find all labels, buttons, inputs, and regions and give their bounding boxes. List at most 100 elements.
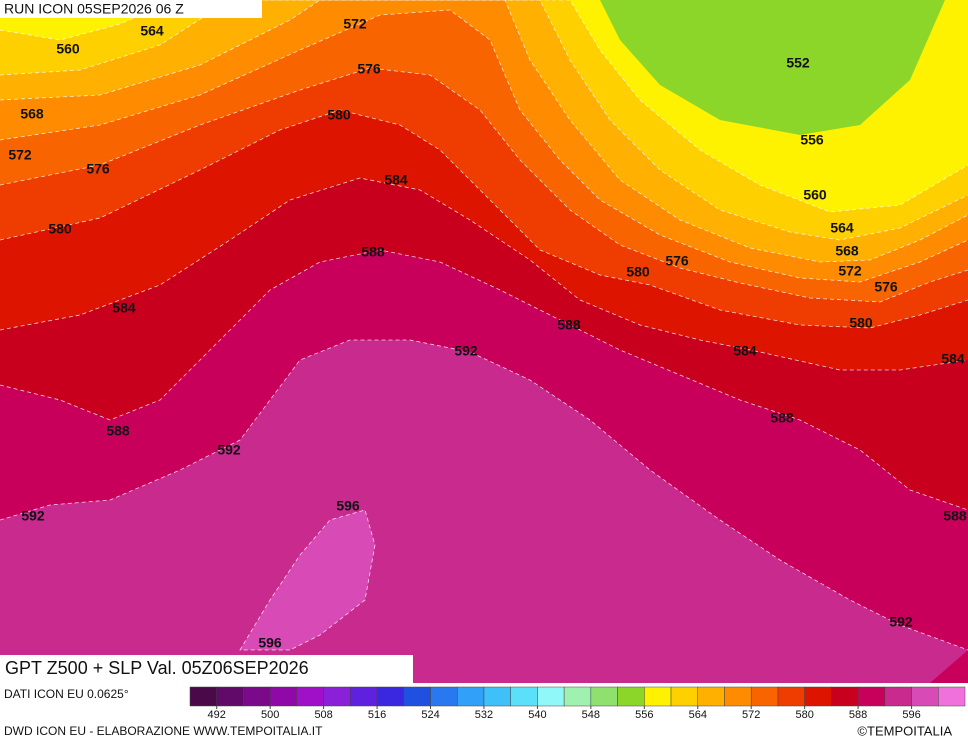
contour-label: 588	[557, 317, 581, 333]
contour-label: 580	[626, 264, 650, 280]
contour-label: 572	[8, 147, 32, 163]
scale-box	[670, 686, 699, 707]
contour-label: 584	[384, 172, 408, 188]
map-title: GPT Z500 + SLP Val. 05Z06SEP2026	[5, 658, 309, 678]
scale-box	[537, 686, 565, 707]
scale-box	[269, 686, 298, 707]
scale-box	[750, 686, 779, 707]
contour-line	[0, 67, 968, 303]
contour-line	[0, 339, 968, 651]
contour-line	[0, 109, 968, 329]
contour-line	[0, 9, 968, 283]
contour-label: 588	[106, 423, 130, 439]
scale-box	[243, 686, 271, 707]
scale-tick-label: 556	[635, 709, 653, 721]
scale-box	[617, 686, 645, 707]
scale-tick-label: 524	[421, 709, 439, 721]
contour-label: 572	[838, 263, 862, 279]
scale-box	[483, 686, 511, 707]
contour-label: 588	[770, 410, 794, 426]
contour-label: 584	[941, 351, 965, 367]
band	[930, 650, 968, 683]
scale-tick-label: 516	[368, 709, 386, 721]
scale-box	[350, 686, 378, 707]
scale-tick-label: 596	[902, 709, 920, 721]
run-label: RUN ICON 05SEP2026 06 Z	[4, 1, 184, 17]
scale-tick-label: 564	[689, 709, 707, 721]
contour-lines	[0, 0, 968, 651]
run-box	[0, 0, 262, 18]
scale-tick-label: 548	[582, 709, 600, 721]
scale-box	[430, 686, 458, 707]
contour-label: 580	[327, 107, 351, 123]
scale-box	[376, 686, 405, 707]
contour-label: 564	[830, 220, 854, 236]
contour-label: 588	[943, 508, 967, 524]
title-box	[0, 655, 413, 683]
contour-label: 576	[357, 61, 381, 77]
contour-line	[0, 0, 968, 263]
contour-label: 564	[140, 23, 164, 39]
scale-tick-label: 580	[795, 709, 813, 721]
contour-label: 572	[343, 16, 367, 32]
contour-label: 592	[889, 614, 913, 630]
scale-box	[697, 686, 725, 707]
scale-tick-label: 540	[528, 709, 546, 721]
credit: DWD ICON EU - ELABORAZIONE WWW.TEMPOITAL…	[4, 724, 323, 738]
scale-box	[403, 686, 431, 707]
scale-box	[644, 686, 672, 707]
logo: ©TEMPOITALIA	[857, 723, 952, 738]
scale-tick-label: 588	[849, 709, 867, 721]
contour-label: 568	[20, 106, 44, 122]
contour-label: 588	[361, 244, 385, 260]
contour-label: 592	[21, 508, 45, 524]
scale-box	[857, 686, 886, 707]
contour-label: 584	[112, 300, 136, 316]
band	[240, 510, 375, 650]
scale-box	[510, 686, 538, 707]
contour-label: 576	[86, 161, 110, 177]
contour-line	[0, 0, 968, 241]
scale-box	[296, 686, 324, 707]
scale-box	[831, 686, 859, 707]
scale-box	[884, 686, 912, 707]
scale-box	[189, 686, 217, 707]
contour-label: 576	[874, 279, 898, 295]
scale-box	[323, 686, 351, 707]
contour-line	[239, 509, 376, 651]
contour-label: 592	[217, 442, 241, 458]
scale-box	[724, 686, 752, 707]
contour-line	[0, 0, 968, 213]
contour-labels: 572 564 560 576 552 568 580 572 576 556 584 560 580 5…	[8, 16, 967, 651]
scale-tick-label: 572	[742, 709, 760, 721]
source-label: DATI ICON EU 0.0625°	[4, 687, 129, 701]
contour-label: 596	[336, 498, 360, 514]
scale-tick-label: 532	[475, 709, 493, 721]
scale-box	[911, 686, 939, 707]
scale-tick-label: 500	[261, 709, 279, 721]
scale-box	[777, 686, 805, 707]
band	[0, 340, 968, 683]
scale-box	[456, 686, 485, 707]
contour-label: 552	[786, 55, 810, 71]
contour-label: 584	[733, 343, 757, 359]
height-bands	[0, 0, 968, 683]
scale-box	[938, 686, 966, 707]
contour-label: 560	[56, 41, 80, 57]
contour-label: 580	[849, 315, 873, 331]
contour-label: 596	[258, 635, 282, 651]
contour-label: 592	[454, 343, 478, 359]
color-scale: 492 500 508 516 524 532 540 548 556 564 572 580 588 5…	[189, 686, 966, 721]
scale-box	[563, 686, 592, 707]
contour-label: 560	[803, 187, 827, 203]
contour-label: 556	[800, 132, 824, 148]
contour-label: 568	[835, 243, 859, 259]
scale-tick-label: 508	[314, 709, 332, 721]
contour-label: 576	[665, 253, 689, 269]
scale-box	[590, 686, 618, 707]
scale-tick-label: 492	[208, 709, 226, 721]
contour-label: 580	[48, 221, 72, 237]
scale-box	[804, 686, 832, 707]
